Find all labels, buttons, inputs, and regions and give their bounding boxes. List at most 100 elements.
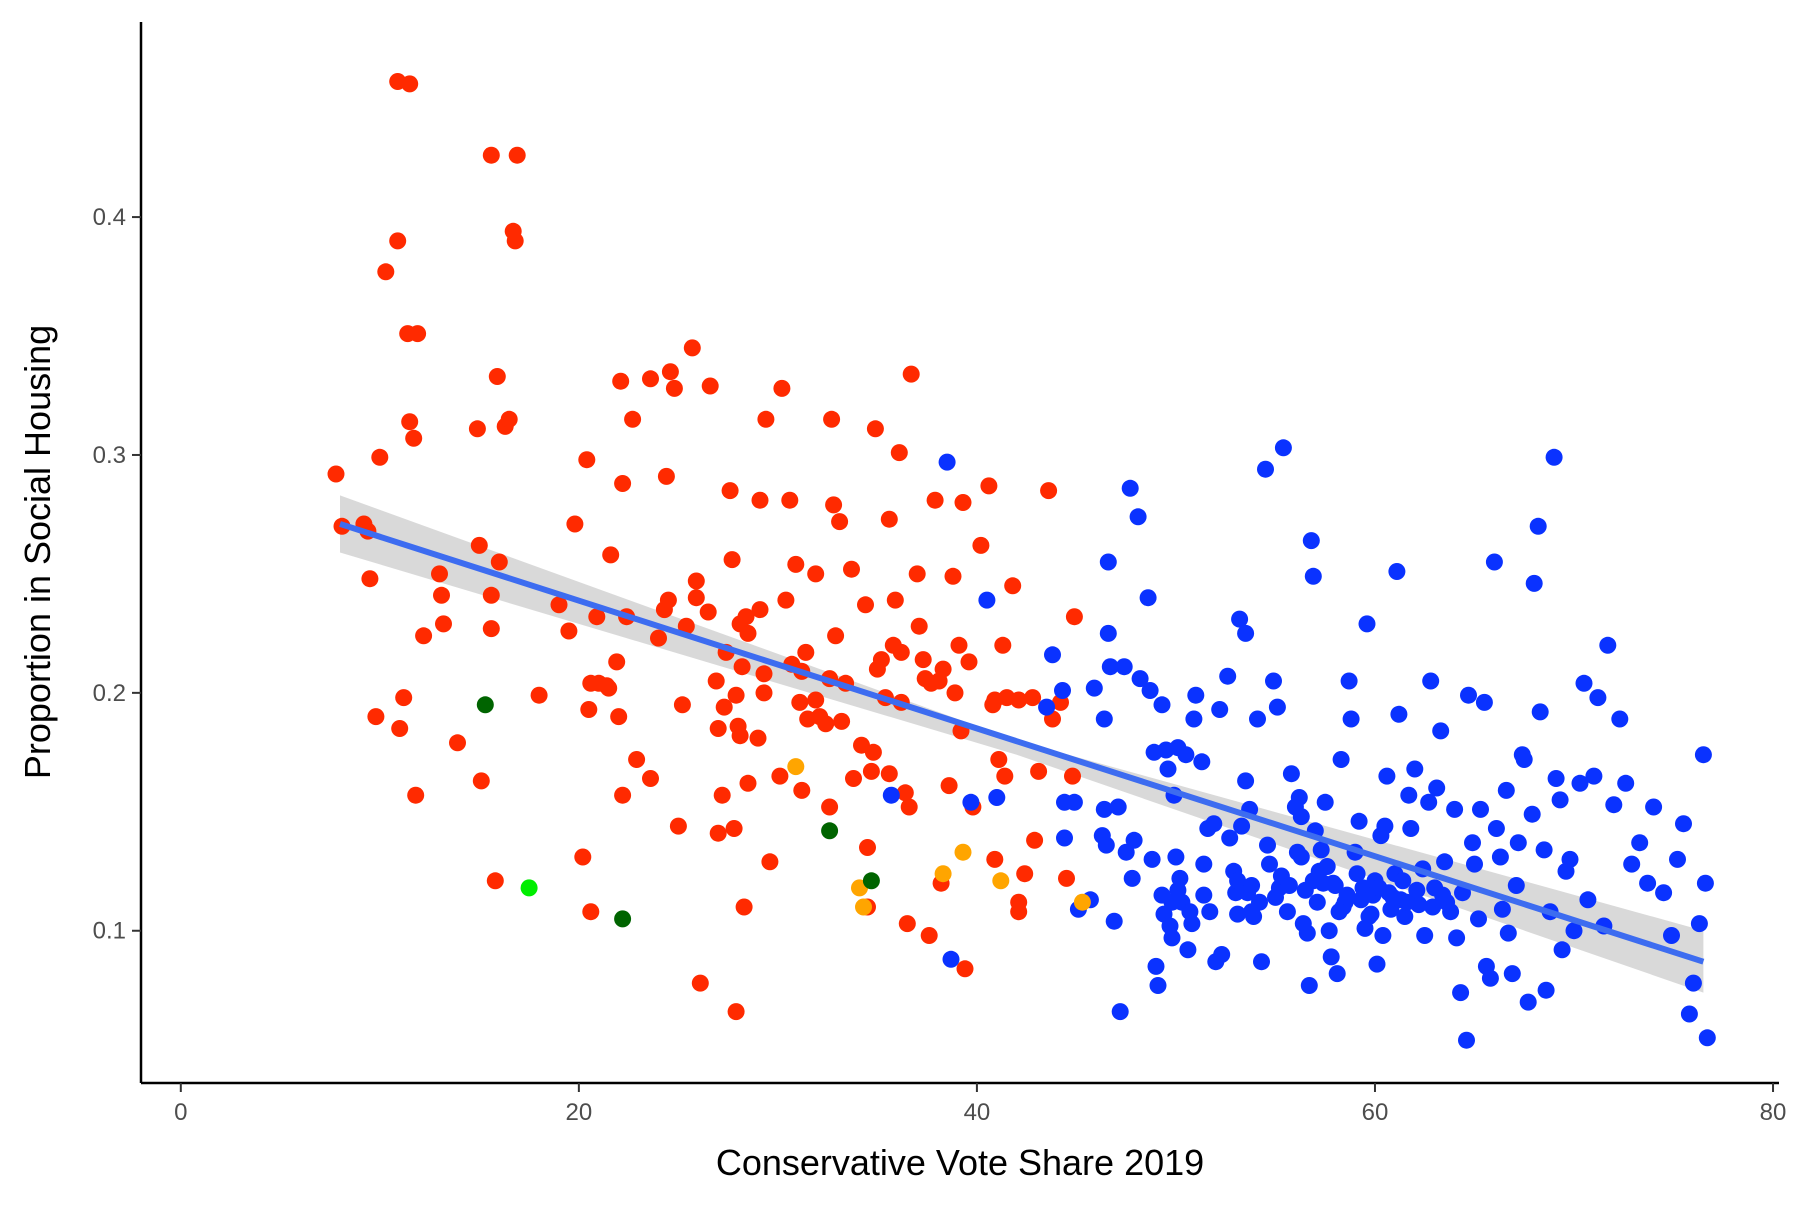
x-tick-label: 60: [1362, 1099, 1389, 1126]
data-point-blue: [1611, 710, 1629, 728]
data-point-red: [687, 572, 705, 590]
data-point-blue: [1352, 891, 1370, 909]
data-point-red: [723, 551, 741, 569]
data-point-red: [699, 603, 717, 621]
data-point-red: [500, 410, 518, 428]
data-point-blue: [1056, 829, 1073, 847]
data-point-blue: [1551, 791, 1569, 809]
data-point-red: [415, 627, 433, 645]
data-point-red: [449, 734, 466, 752]
data-point-red: [713, 786, 731, 804]
data-point-blue: [1298, 924, 1316, 942]
data-point-blue: [1472, 800, 1489, 818]
data-point-blue: [1680, 1005, 1698, 1023]
data-point-blue: [1545, 448, 1563, 466]
data-point-red: [886, 591, 904, 609]
data-point-blue: [1523, 805, 1541, 823]
data-point-orange: [954, 843, 972, 861]
data-point-blue: [1645, 798, 1663, 816]
y-tick-label: 0.4: [93, 204, 126, 231]
data-point-blue: [1342, 710, 1360, 728]
data-point-red: [739, 774, 757, 792]
data-point-red: [862, 762, 880, 780]
data-point-blue: [1535, 841, 1553, 859]
data-point-red: [755, 684, 773, 702]
data-point-blue: [942, 950, 960, 968]
y-tick-label: 0.2: [93, 680, 126, 707]
data-point-red: [749, 729, 767, 747]
data-point-red: [892, 643, 910, 661]
data-point-red: [431, 565, 448, 583]
data-point-blue: [1300, 977, 1318, 994]
data-point-blue: [1525, 574, 1543, 592]
data-point-blue: [1195, 886, 1213, 904]
data-point-red: [490, 553, 508, 571]
data-point-red: [727, 1003, 745, 1021]
data-point-blue: [1249, 710, 1266, 728]
data-point-blue: [1470, 910, 1487, 928]
data-point-blue: [1044, 646, 1061, 664]
data-point-blue: [1099, 553, 1117, 571]
data-point-red: [691, 974, 709, 992]
data-point-blue: [1350, 812, 1368, 830]
data-point-blue: [1497, 781, 1515, 799]
data-point-blue: [1231, 610, 1249, 628]
data-point-blue: [1370, 879, 1388, 897]
data-point-lime: [520, 879, 538, 897]
data-point-red: [972, 536, 990, 554]
data-point-red: [1065, 608, 1083, 626]
data-point-red: [650, 629, 667, 647]
data-point-red: [934, 660, 952, 678]
data-point-blue: [1125, 831, 1143, 849]
data-point-blue: [1481, 969, 1499, 987]
data-point-blue: [1139, 589, 1157, 607]
data-point-blue: [1221, 829, 1239, 847]
data-point-red: [687, 589, 705, 607]
data-point-red: [950, 636, 968, 654]
data-point-red: [864, 743, 882, 761]
data-point-blue: [1177, 746, 1195, 764]
data-point-blue: [1491, 848, 1509, 866]
data-point-red: [677, 617, 695, 635]
data-point-blue: [1537, 981, 1555, 999]
data-point-red: [683, 339, 701, 357]
data-point-red: [751, 491, 769, 509]
data-point-blue: [1219, 667, 1237, 685]
data-point-red: [773, 379, 791, 397]
data-point-blue: [1229, 872, 1247, 890]
data-point-red: [709, 824, 727, 842]
data-point-blue: [1095, 800, 1113, 818]
data-point-blue: [1434, 886, 1452, 904]
data-point-red: [920, 927, 938, 944]
data-point-red: [612, 372, 630, 390]
data-point-blue: [938, 453, 956, 471]
data-point-red: [946, 684, 964, 702]
data-point-red: [777, 591, 795, 609]
data-point-red: [771, 767, 789, 785]
data-point-blue: [1292, 848, 1310, 866]
data-point-red: [787, 555, 805, 573]
data-point-blue: [1599, 636, 1617, 654]
data-point-blue: [1330, 903, 1348, 921]
data-point-blue: [1280, 877, 1298, 894]
data-point-blue: [1400, 786, 1418, 804]
data-point-red: [793, 781, 811, 799]
data-point-blue: [1111, 1003, 1129, 1021]
data-point-blue: [1105, 912, 1123, 930]
x-axis-title: Conservative Vote Share 2019: [716, 1142, 1204, 1183]
data-point-blue: [1115, 658, 1133, 676]
data-point-blue: [1690, 915, 1708, 933]
data-point-blue: [1322, 948, 1340, 966]
data-point-red: [602, 546, 620, 564]
data-point-red: [472, 772, 490, 790]
data-point-red: [821, 798, 839, 816]
data-point-blue: [1237, 624, 1255, 642]
data-point-red: [395, 689, 413, 707]
data-point-red: [751, 601, 769, 619]
data-point-blue: [1328, 965, 1346, 983]
data-point-blue: [1402, 820, 1420, 837]
data-point-blue: [1274, 439, 1292, 457]
data-point-red: [508, 146, 526, 164]
data-point-red: [926, 491, 944, 509]
